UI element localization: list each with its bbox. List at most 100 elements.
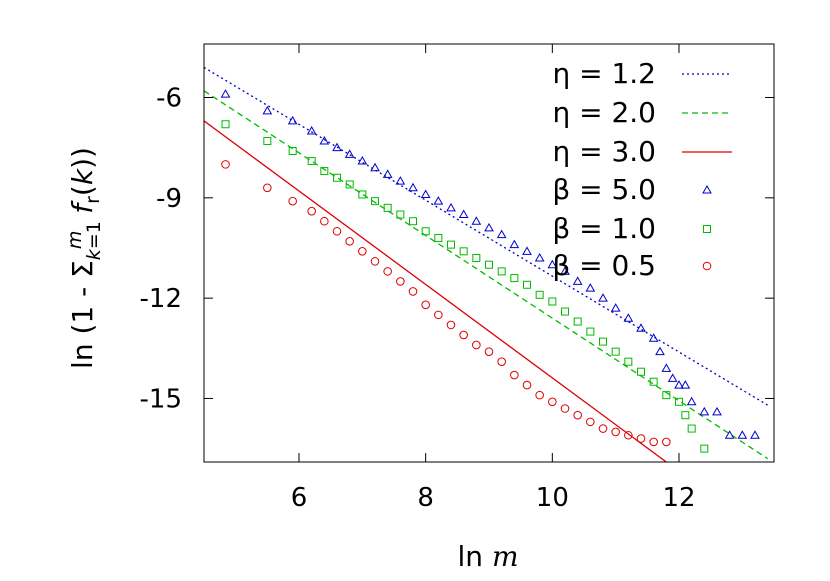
x-tick-label: 6 <box>291 483 308 513</box>
data-point-5 <box>320 216 329 226</box>
data-point-5 <box>548 397 557 407</box>
data-point-5 <box>662 437 671 447</box>
data-point-4 <box>396 210 405 219</box>
y-tick-label: -6 <box>156 84 182 114</box>
data-point-4 <box>421 227 430 236</box>
data-point-5 <box>358 247 367 256</box>
data-point-4 <box>637 367 645 376</box>
data-point-4 <box>434 233 443 242</box>
data-point-3 <box>458 209 469 219</box>
data-point-3 <box>674 380 684 389</box>
legend-swatch-3 <box>702 184 712 194</box>
x-tick-label: 10 <box>536 483 569 513</box>
data-point-3 <box>661 363 672 372</box>
axis-ticks: 6 8 10 12 -6 -9 -12 -15 <box>140 44 774 513</box>
data-point-5 <box>598 424 608 433</box>
data-point-3 <box>408 182 418 192</box>
fit-line-2 <box>204 120 667 462</box>
data-point-3 <box>484 222 494 232</box>
data-point-3 <box>712 406 722 416</box>
data-point-5 <box>421 300 430 310</box>
data-point-5 <box>434 310 443 320</box>
data-point-5 <box>446 320 456 330</box>
data-point-5 <box>624 430 633 440</box>
data-point-5 <box>586 417 595 427</box>
chart-marks <box>204 66 769 462</box>
legend-label-2: η = 3.0 <box>552 135 656 168</box>
data-point-3 <box>287 115 298 125</box>
data-point-3 <box>357 156 368 165</box>
data-point-4 <box>599 337 607 346</box>
data-point-3 <box>699 406 710 416</box>
data-point-3 <box>306 125 317 135</box>
data-point-4 <box>675 397 683 406</box>
data-point-4 <box>611 347 620 356</box>
data-point-4 <box>307 157 316 166</box>
data-point-4 <box>681 411 690 420</box>
legend-label-1: η = 2.0 <box>552 96 656 129</box>
data-point-4 <box>371 197 379 206</box>
data-point-3 <box>655 346 665 356</box>
data-point-5 <box>288 196 297 206</box>
data-point-5 <box>484 347 494 356</box>
data-point-5 <box>611 427 620 437</box>
data-point-4 <box>383 203 392 212</box>
data-point-3 <box>433 196 444 205</box>
data-point-3 <box>680 380 691 389</box>
data-point-3 <box>572 276 583 285</box>
data-point-4 <box>288 147 297 156</box>
data-point-3 <box>648 333 659 342</box>
data-point-3 <box>534 253 545 262</box>
data-point-3 <box>686 396 697 406</box>
data-point-3 <box>370 162 380 172</box>
legend: η = 1.2 η = 2.0 η = 3.0 β = 5.0 β = 1.0 β = 0… <box>552 57 732 282</box>
data-point-5 <box>221 160 230 169</box>
data-point-5 <box>497 357 506 366</box>
data-point-5 <box>573 410 582 420</box>
data-point-4 <box>523 280 531 289</box>
data-point-5 <box>459 330 468 340</box>
data-point-3 <box>737 430 748 439</box>
data-point-3 <box>636 323 646 332</box>
data-point-5 <box>649 437 658 447</box>
legend-swatch-4 <box>703 225 711 233</box>
data-point-3 <box>319 135 330 145</box>
data-point-5 <box>535 390 544 400</box>
y-tick-label: -9 <box>156 184 182 214</box>
data-point-5 <box>345 236 354 246</box>
data-point-4 <box>662 391 671 400</box>
data-point-3 <box>610 303 621 312</box>
data-point-4 <box>320 167 329 176</box>
data-point-3 <box>446 202 456 212</box>
data-point-4 <box>485 260 493 269</box>
data-point-5 <box>560 404 570 413</box>
y-tick-label: -15 <box>140 384 182 414</box>
data-point-3 <box>509 239 520 249</box>
data-point-3 <box>522 246 532 255</box>
data-point-4 <box>535 290 544 299</box>
data-point-3 <box>585 283 596 292</box>
data-point-3 <box>724 430 735 439</box>
data-point-3 <box>471 216 482 225</box>
fit-line-1 <box>204 90 769 460</box>
plot-frame <box>203 43 775 463</box>
data-point-3 <box>420 189 431 198</box>
data-point-4 <box>700 444 709 453</box>
data-point-5 <box>408 287 418 296</box>
data-point-4 <box>649 377 658 386</box>
data-point-3 <box>667 373 678 382</box>
legend-label-3: β = 5.0 <box>552 173 656 206</box>
data-point-5 <box>263 183 272 193</box>
data-point-5 <box>472 340 481 350</box>
data-point-5 <box>332 226 342 236</box>
data-point-5 <box>510 370 519 380</box>
data-point-4 <box>333 173 341 182</box>
y-axis-title: ln (1 - Σk=1m fr(k)) <box>64 147 105 369</box>
x-tick-label: 12 <box>662 483 695 513</box>
data-point-4 <box>624 357 633 366</box>
data-point-5 <box>370 257 380 266</box>
data-point-5 <box>522 380 532 390</box>
data-point-5 <box>396 277 405 286</box>
data-point-4 <box>345 180 354 189</box>
